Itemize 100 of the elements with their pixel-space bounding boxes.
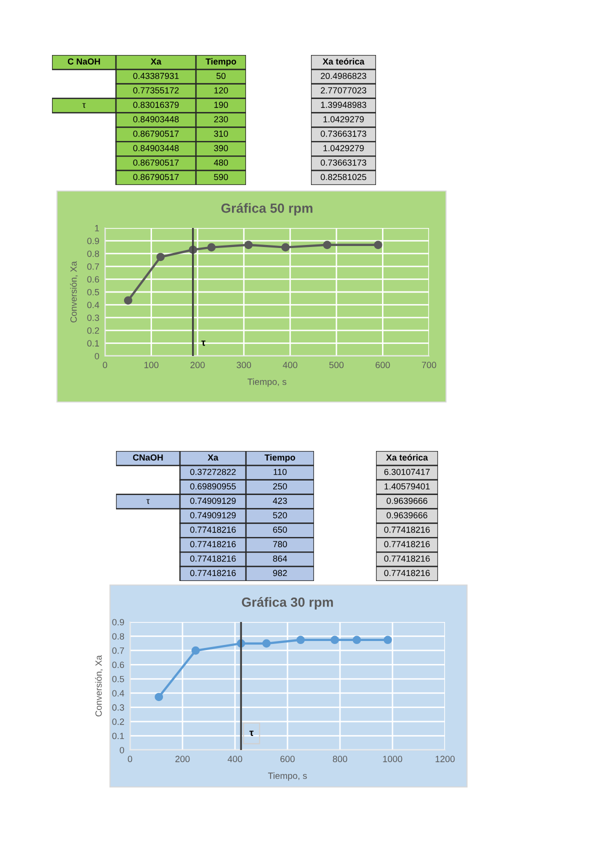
y-tick-label: 0.3	[112, 704, 124, 711]
point	[352, 636, 361, 644]
text: 520	[273, 512, 287, 518]
x-tick-label: 700	[422, 362, 436, 368]
y-tick-label: 0.3	[87, 314, 100, 321]
text: 0.9639666	[386, 498, 428, 504]
text: 120	[214, 87, 228, 94]
x-axis-title: Tiempo, s	[268, 772, 307, 781]
x-tick-label: 200	[175, 756, 190, 762]
text: τ	[146, 499, 150, 504]
y-tick-label: 0.4	[87, 302, 100, 308]
x-tick-label: 1000	[383, 756, 402, 762]
y-tick-label: 0.9	[87, 238, 100, 244]
text: 50	[216, 72, 226, 80]
text: 0.77418216	[384, 555, 430, 562]
y-tick-label: 0.6	[87, 276, 100, 283]
x-tick-label: 0	[128, 756, 132, 762]
text: 864	[273, 555, 288, 562]
y-tick-label: 0.6	[112, 662, 124, 668]
text: 250	[273, 483, 287, 490]
point	[330, 636, 339, 644]
text: 0.77355172	[133, 87, 179, 94]
y-tick-label: 0.7	[87, 263, 99, 270]
x-tick-label: 600	[280, 756, 295, 762]
y-tick-label: 0.8	[87, 250, 100, 257]
text: Xa teórica	[386, 454, 428, 461]
text: 1.0429279	[323, 145, 364, 152]
text: 0.73663173	[320, 159, 366, 166]
text: 0.77418216	[190, 541, 236, 548]
x-tick-label: 600	[376, 362, 390, 368]
point	[156, 252, 165, 262]
text: 0.83016379	[133, 102, 179, 108]
text: C NaOH	[68, 58, 100, 65]
y-tick-label: 0.2	[87, 327, 99, 334]
text: Tiempo	[264, 454, 296, 462]
text: 0.82581025	[320, 174, 366, 180]
text: Xa	[208, 454, 218, 461]
y-tick-label: 0.5	[112, 676, 124, 682]
y-tick-label: 0.1	[87, 340, 100, 347]
text: 1.0429279	[323, 116, 364, 122]
x-tick-label: 400	[228, 756, 242, 762]
y-tick-label: 0.5	[87, 288, 100, 296]
point	[384, 636, 392, 644]
point	[323, 240, 332, 250]
text: 1.39948983	[321, 102, 366, 108]
text: 0.77418216	[384, 526, 430, 533]
text: 1.40579401	[384, 483, 430, 490]
text: 423	[272, 498, 287, 504]
y-tick-label: 0.8	[112, 633, 124, 640]
x-tick-label: 400	[282, 362, 298, 368]
point	[281, 243, 290, 252]
ref-line-label: τ	[249, 730, 254, 736]
text: Tiempo	[206, 58, 236, 66]
text: 0.77418216	[190, 555, 236, 562]
text: 230	[214, 116, 228, 122]
text: Xa	[150, 58, 162, 65]
text: 0.37272822	[190, 468, 236, 476]
text: 0.77418216	[384, 541, 430, 548]
point	[154, 692, 164, 702]
y-tick-label: 0	[94, 352, 100, 360]
chart-title: Gráfica 50 rpm	[221, 203, 312, 216]
text: 0.84903448	[133, 145, 179, 152]
text: 0.86790517	[133, 130, 179, 137]
y-tick-label: 0.9	[112, 618, 124, 626]
point	[374, 240, 382, 250]
text: 0.77418216	[384, 570, 430, 576]
y-tick-label: 0	[120, 746, 124, 754]
x-tick-label: 100	[144, 362, 158, 368]
y-axis-title: Conversión, Xa	[95, 655, 103, 716]
x-tick-label: 800	[332, 756, 348, 762]
x-tick-label: 300	[236, 362, 252, 368]
text: 0.74909129	[190, 498, 236, 504]
point	[207, 243, 216, 252]
text: 2.77077023	[320, 87, 366, 94]
x-tick-label: 200	[190, 362, 205, 368]
text: 20.4986823	[320, 72, 366, 80]
chart-title: Gráfica 30 rpm	[242, 597, 333, 610]
text: CNaOH	[133, 454, 163, 461]
text: 0.74909129	[190, 512, 236, 518]
text: 110	[274, 468, 287, 476]
point	[124, 296, 132, 305]
text: Xa teórica	[322, 58, 364, 65]
y-tick-label: 0.7	[112, 647, 124, 654]
text: 0.69890955	[190, 483, 236, 490]
text: 0.9639666	[386, 512, 428, 518]
x-tick-label: 1200	[436, 756, 455, 762]
y-tick-label: 0.1	[112, 732, 124, 740]
y-axis-title: Conversión, Xa	[70, 261, 78, 322]
point	[191, 646, 200, 655]
x-tick-label: 0	[102, 362, 108, 368]
y-tick-label: 0.4	[112, 690, 124, 696]
text: 0.77418216	[190, 526, 236, 533]
y-tick-label: 1	[95, 225, 100, 232]
text: 650	[273, 526, 287, 533]
text: 0.43387931	[133, 72, 179, 80]
point	[262, 639, 271, 648]
text: 0.86790517	[133, 174, 179, 180]
text: 6.30107417	[384, 468, 430, 476]
text: 0.77418216	[190, 570, 236, 576]
text: 390	[214, 145, 228, 152]
